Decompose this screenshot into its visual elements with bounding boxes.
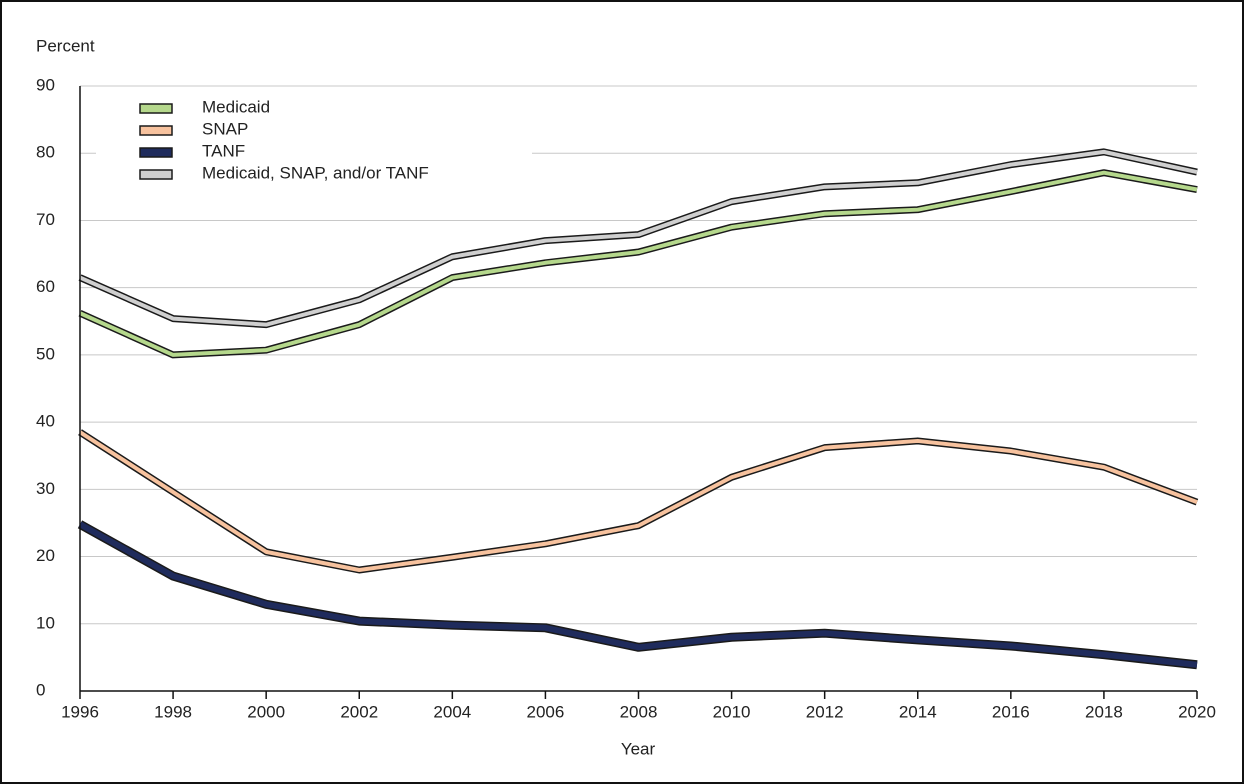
line bbox=[78, 430, 1198, 572]
y-tick-label: 60 bbox=[36, 277, 55, 296]
y-tick-label: 50 bbox=[36, 344, 55, 363]
y-tick-label: 80 bbox=[36, 143, 55, 162]
y-tick-label: 30 bbox=[36, 479, 55, 498]
y-tick-label: 0 bbox=[36, 680, 45, 699]
legend-swatch bbox=[139, 147, 173, 158]
x-tick-label: 2012 bbox=[806, 702, 844, 721]
x-tick-label: 2002 bbox=[340, 702, 378, 721]
line bbox=[79, 149, 1198, 327]
x-tick-label: 2014 bbox=[899, 702, 937, 721]
legend-label: TANF bbox=[202, 141, 245, 160]
legend-swatch bbox=[139, 103, 173, 114]
x-tick-label: 2006 bbox=[527, 702, 565, 721]
x-tick-label: 2018 bbox=[1085, 702, 1123, 721]
plot bbox=[77, 148, 1199, 670]
x-axis-label: Year bbox=[621, 739, 656, 758]
y-tick-label: 20 bbox=[36, 546, 55, 565]
x-tick-label: 2004 bbox=[433, 702, 471, 721]
y-tick-label: 10 bbox=[36, 613, 55, 632]
x-tick-label: 2000 bbox=[247, 702, 285, 721]
line bbox=[79, 170, 1198, 357]
legend-swatch bbox=[139, 125, 173, 136]
legend-label: Medicaid bbox=[202, 97, 270, 116]
legend-label: SNAP bbox=[202, 119, 248, 138]
grid bbox=[80, 85, 1197, 625]
legend-swatch bbox=[139, 169, 173, 180]
x-tick-label: 2020 bbox=[1178, 702, 1216, 721]
y-tick-label: 90 bbox=[36, 75, 55, 94]
x-tick-label: 2016 bbox=[992, 702, 1030, 721]
x-tick-label: 2010 bbox=[713, 702, 751, 721]
x-tick-label: 1996 bbox=[61, 702, 99, 721]
y-axis-label: Percent bbox=[36, 36, 95, 55]
y-tick-label: 70 bbox=[36, 210, 55, 229]
y-tick-label: 40 bbox=[36, 412, 55, 431]
x-tick-label: 1998 bbox=[154, 702, 192, 721]
x-tick-label: 2008 bbox=[620, 702, 658, 721]
legend-label: Medicaid, SNAP, and/or TANF bbox=[202, 163, 429, 182]
line bbox=[78, 521, 1198, 668]
